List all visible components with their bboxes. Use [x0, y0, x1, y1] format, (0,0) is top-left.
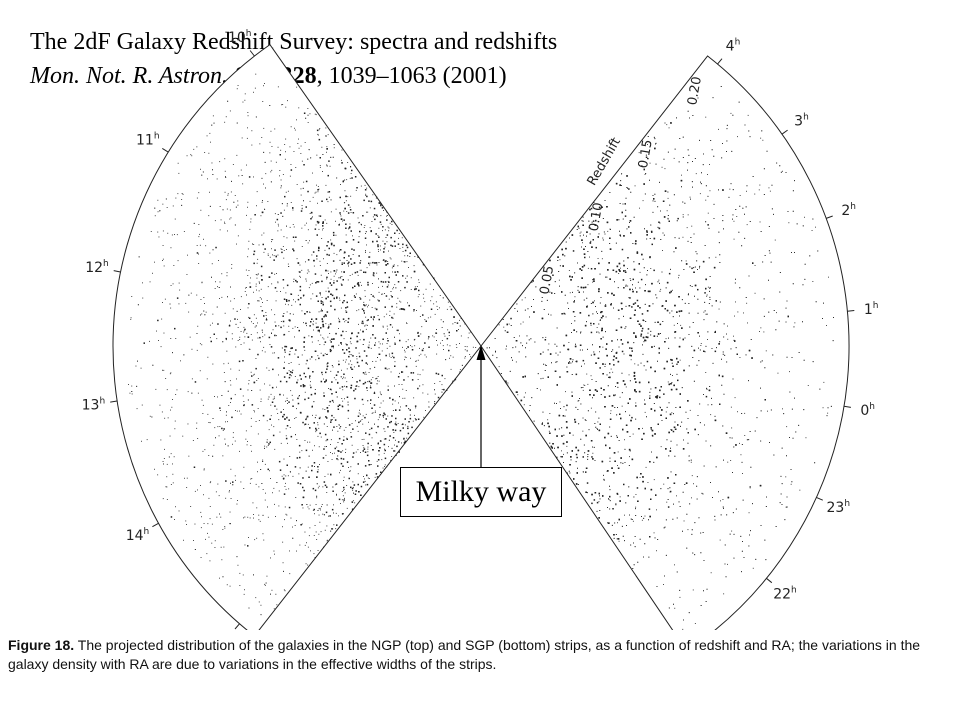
ra-left-label: 12h: [85, 259, 109, 276]
ra-left-tick: [152, 522, 159, 528]
ra-right-tick: [826, 215, 833, 219]
ra-right-tick: [843, 405, 851, 408]
ra-left-tick: [113, 270, 121, 273]
ra-left-suffix: h: [103, 259, 109, 269]
ra-left-label: 11h: [136, 131, 160, 148]
ra-right-suffix: h: [850, 202, 856, 212]
milky-way-arrow-head: [476, 345, 486, 360]
ra-left-suffix: h: [99, 397, 105, 407]
sgp-galaxy-points: [486, 86, 834, 630]
ra-right-label: 22h: [773, 586, 797, 603]
ra-left-tick: [162, 147, 169, 153]
ra-right-tick: [816, 496, 824, 501]
journal-pages-year: , 1039–1063 (2001): [316, 63, 507, 89]
redshift-tick-label: 0.05: [537, 265, 557, 296]
ra-left-suffix: h: [246, 29, 252, 39]
redshift-tick-label: 0.15: [636, 138, 656, 169]
ra-right-suffix: h: [735, 38, 741, 48]
ra-right-suffix: h: [803, 112, 809, 122]
sgp-wedge: [480, 55, 850, 630]
ra-right-tick: [766, 577, 773, 584]
ngp-galaxy-points: [128, 73, 477, 616]
ra-left-tick: [234, 623, 240, 630]
ngp-wedge: [112, 43, 482, 630]
ra-right-tick: [717, 58, 723, 65]
caption-text: The projected distribution of the galaxi…: [8, 637, 921, 672]
ra-right-label: 0h: [860, 402, 875, 419]
ra-right-suffix: h: [791, 586, 797, 596]
page-title: The 2dF Galaxy Redshift Survey: spectra …: [30, 29, 558, 55]
galaxy-wedge-plot: 10h11h12h13h14h15h4h3h2h1h0h23h22h21h0.0…: [82, 29, 879, 630]
sgp-outline: [480, 55, 850, 630]
ra-right-label: 1h: [864, 301, 879, 318]
redshift-tick-label: 0.20: [685, 75, 705, 106]
ra-right-label: 23h: [827, 499, 851, 516]
ra-right-label: 2h: [841, 202, 856, 219]
ra-left-tick: [110, 400, 118, 403]
milky-way-label: Milky way: [400, 467, 562, 517]
ra-right-tick: [781, 129, 788, 135]
figure-caption: Figure 18. The projected distribution of…: [8, 636, 954, 674]
ra-right-label: 3h: [794, 112, 809, 129]
ra-right-label: 4h: [726, 38, 741, 55]
ra-left-label: 14h: [126, 527, 150, 544]
ra-right-suffix: h: [869, 402, 875, 412]
ra-right-suffix: h: [844, 499, 850, 509]
ngp-outline: [112, 43, 482, 630]
ra-left-tick: [249, 50, 255, 57]
ra-left-suffix: h: [154, 131, 160, 141]
ra-left-label: 13h: [82, 397, 106, 414]
ra-right-tick: [847, 310, 855, 312]
ra-left-suffix: h: [144, 527, 150, 537]
ra-right-suffix: h: [873, 301, 879, 311]
redshift-tick-label: 0.10: [587, 201, 607, 232]
caption-label: Figure 18.: [8, 637, 75, 653]
ra-left-label: 10h: [228, 29, 252, 46]
